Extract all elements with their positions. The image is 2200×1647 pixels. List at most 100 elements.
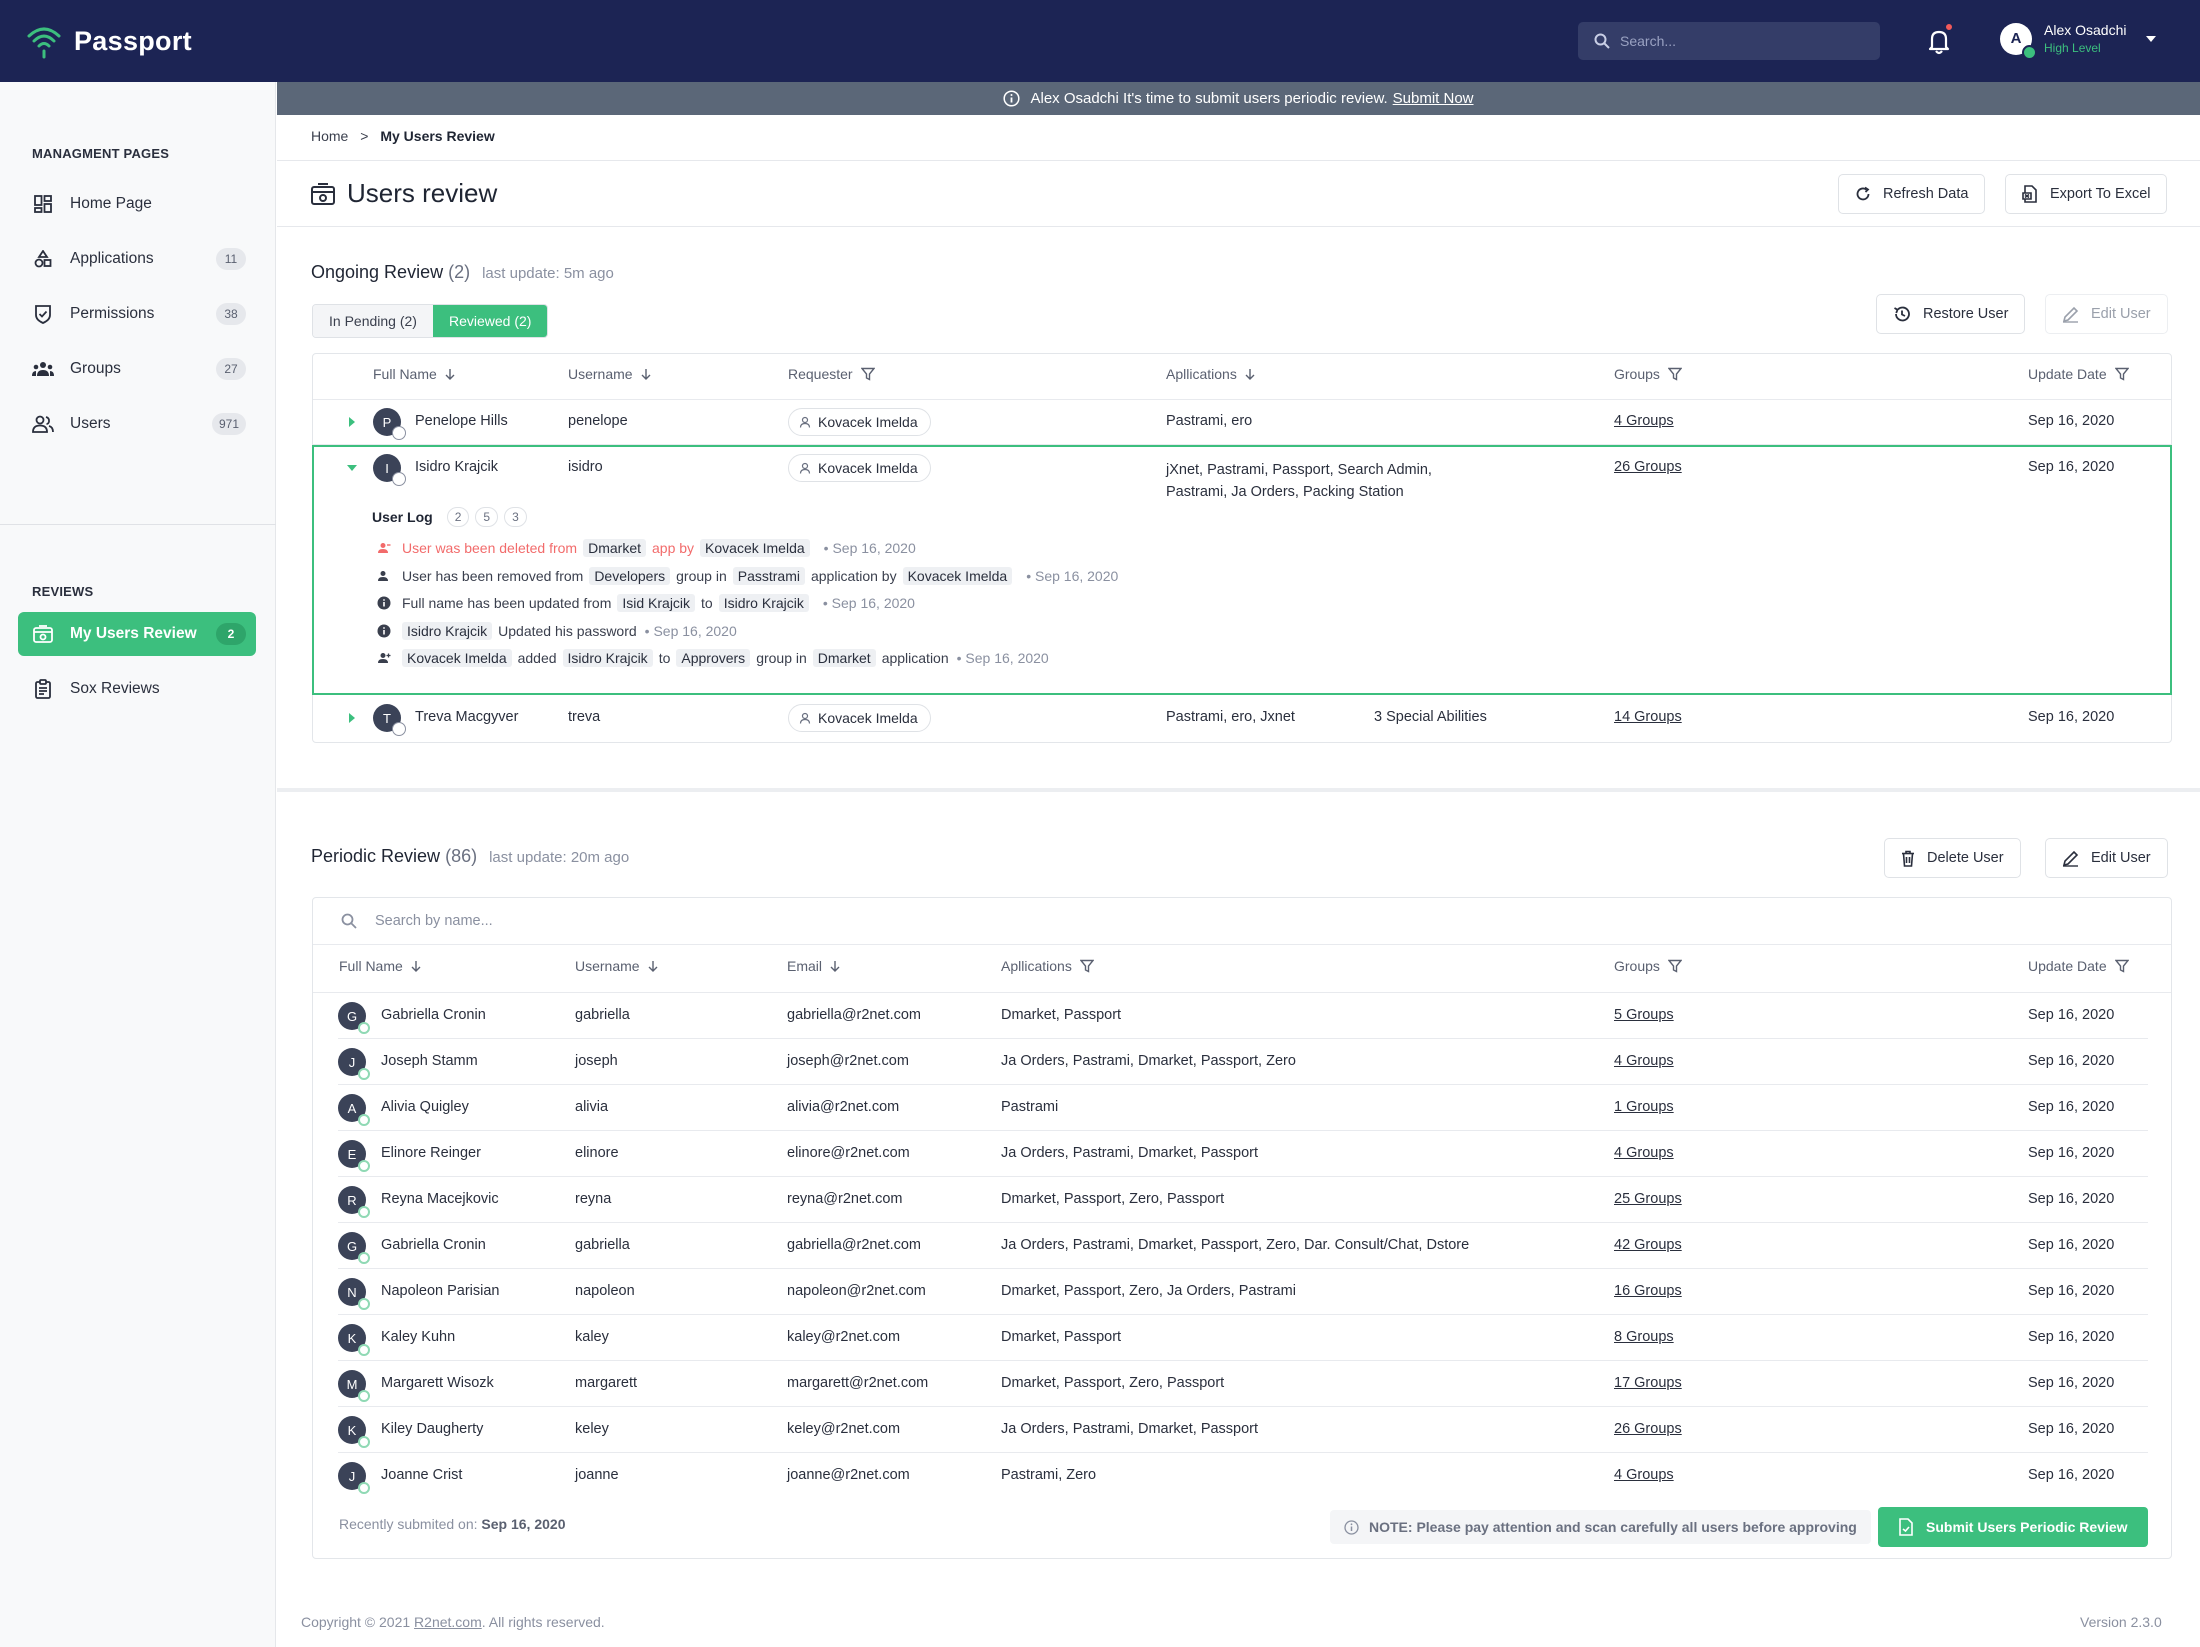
table-search-input[interactable]: Search by name... — [313, 898, 2171, 945]
col-requester[interactable]: Requester — [788, 366, 875, 382]
user-add-icon — [376, 652, 392, 664]
avatar: A — [2000, 22, 2037, 60]
user-icon — [799, 712, 811, 724]
avatar: K — [338, 1416, 370, 1448]
groups-link[interactable]: 8 Groups — [1614, 1329, 1674, 1345]
table-row[interactable]: A Alivia Quigley alivia alivia@r2net.com Pas… — [338, 1085, 2148, 1131]
sidebar-item-applications[interactable]: Applications 11 — [18, 237, 256, 281]
full-name: Margarett Wisozk — [381, 1375, 494, 1391]
edit-user-button-disabled[interactable]: Edit User — [2045, 294, 2168, 334]
groups-link[interactable]: 14 Groups — [1614, 709, 1682, 725]
table-row[interactable]: E Elinore Reinger elinore elinore@r2net.com… — [338, 1131, 2148, 1177]
submit-periodic-review-button[interactable]: Submit Users Periodic Review — [1878, 1507, 2148, 1547]
update-date: Sep 16, 2020 — [2028, 459, 2115, 475]
groups-link[interactable]: 4 Groups — [1614, 413, 1674, 429]
breadcrumb-home[interactable]: Home — [311, 128, 349, 144]
table-row[interactable]: T Treva Macgyver treva Kovacek Imelda Pa… — [313, 695, 2171, 741]
submit-now-link[interactable]: Submit Now — [1392, 90, 1474, 107]
table-row[interactable]: R Reyna Macejkovic reyna reyna@r2net.com Dma… — [338, 1177, 2148, 1223]
groups-link[interactable]: 4 Groups — [1614, 1467, 1674, 1483]
refresh-data-button[interactable]: Refresh Data — [1838, 174, 1986, 214]
table-row[interactable]: G Gabriella Cronin gabriella gabriella@r2ne… — [338, 993, 2148, 1039]
page-title: Users review — [311, 178, 497, 209]
filter-icon — [2114, 959, 2129, 973]
restore-user-button[interactable]: Restore User — [1876, 294, 2026, 334]
col-groups[interactable]: Groups — [1614, 366, 1682, 382]
email: joseph@r2net.com — [787, 1053, 909, 1069]
review-icon — [32, 623, 54, 645]
sidebar-item-my-users-review[interactable]: My Users Review 2 — [18, 612, 256, 656]
sidebar-item-groups[interactable]: Groups 27 — [18, 347, 256, 391]
collapse-icon[interactable] — [347, 465, 357, 471]
table-row[interactable]: K Kaley Kuhn kaley kaley@r2net.com Dmarket, … — [338, 1315, 2148, 1361]
groups-link[interactable]: 5 Groups — [1614, 1007, 1674, 1023]
table-row[interactable]: G Gabriella Cronin gabriella gabriella@r2ne… — [338, 1223, 2148, 1269]
col-groups[interactable]: Groups — [1614, 958, 1682, 974]
search-input[interactable]: Search... — [1578, 22, 1880, 60]
top-bar: Passport Search... A Alex Osadchi High L… — [0, 0, 2200, 82]
col-full-name[interactable]: Full Name — [373, 366, 455, 382]
sidebar-item-home[interactable]: Home Page — [18, 182, 256, 226]
table-row[interactable]: M Margarett Wisozk margarett margarett@r2ne… — [338, 1361, 2148, 1407]
col-update-date[interactable]: Update Date — [2028, 366, 2129, 382]
filter-icon — [860, 367, 875, 381]
grid-icon — [32, 193, 54, 215]
groups-link[interactable]: 25 Groups — [1614, 1191, 1682, 1207]
groups-link[interactable]: 4 Groups — [1614, 1053, 1674, 1069]
col-applications[interactable]: Apllications — [1166, 366, 1255, 382]
r2net-link[interactable]: R2net.com — [414, 1614, 482, 1630]
periodic-review-title: Periodic Review (86) last update: 20m ago — [311, 846, 630, 866]
logo[interactable]: Passport — [26, 23, 192, 59]
filter-icon — [1079, 959, 1094, 973]
table-row[interactable]: P Penelope Hills penelope Kovacek Imelda… — [313, 400, 2171, 445]
groups-link[interactable]: 26 Groups — [1614, 1421, 1682, 1437]
col-username[interactable]: Username — [568, 366, 651, 382]
requester-chip[interactable]: Kovacek Imelda — [788, 408, 931, 436]
groups-link[interactable]: 26 Groups — [1614, 459, 1682, 475]
delete-user-button[interactable]: Delete User — [1884, 838, 2021, 878]
sidebar-item-sox-reviews[interactable]: Sox Reviews — [18, 667, 256, 711]
groups-link[interactable]: 17 Groups — [1614, 1375, 1682, 1391]
sidebar-item-users[interactable]: Users 971 — [18, 402, 256, 446]
expand-icon[interactable] — [349, 713, 355, 723]
export-excel-button[interactable]: Export To Excel — [2005, 174, 2168, 214]
sidebar: MANAGMENT PAGES Home Page Applications 1… — [0, 82, 276, 1647]
groups-link[interactable]: 1 Groups — [1614, 1099, 1674, 1115]
update-date: Sep 16, 2020 — [2028, 1145, 2115, 1161]
notifications-button[interactable] — [1920, 22, 1958, 60]
update-date: Sep 16, 2020 — [2028, 1237, 2115, 1253]
tab-reviewed[interactable]: Reviewed (2) — [432, 305, 548, 337]
groups-link[interactable]: 4 Groups — [1614, 1145, 1674, 1161]
col-email[interactable]: Email — [787, 958, 840, 974]
groups-link[interactable]: 16 Groups — [1614, 1283, 1682, 1299]
col-username[interactable]: Username — [575, 958, 658, 974]
sidebar-item-permissions[interactable]: Permissions 38 — [18, 292, 256, 336]
update-date: Sep 16, 2020 — [2028, 1007, 2115, 1023]
requester-chip[interactable]: Kovacek Imelda — [788, 704, 931, 732]
requester-chip[interactable]: Kovacek Imelda — [788, 454, 931, 482]
user-menu[interactable]: A Alex Osadchi High Level — [2000, 22, 2157, 60]
applications: Ja Orders, Pastrami, Dmarket, Passport — [1001, 1421, 1259, 1437]
groups-icon — [32, 358, 54, 380]
table-row-expanded[interactable]: I Isidro Krajcik isidro Kovacek Imelda j… — [312, 445, 2172, 695]
table-row[interactable]: K Kiley Daugherty keley keley@r2net.com Ja O… — [338, 1407, 2148, 1453]
avatar: G — [338, 1232, 370, 1264]
full-name: Gabriella Cronin — [381, 1007, 486, 1023]
table-row[interactable]: N Napoleon Parisian napoleon napoleon@r2net… — [338, 1269, 2148, 1315]
version: Version 2.3.0 — [2080, 1614, 2162, 1630]
username: reyna — [575, 1191, 612, 1207]
applications: Dmarket, Passport — [1001, 1329, 1122, 1345]
col-applications[interactable]: Apllications — [1001, 958, 1094, 974]
expand-icon[interactable] — [349, 417, 355, 427]
tab-in-pending[interactable]: In Pending (2) — [313, 305, 433, 337]
col-full-name[interactable]: Full Name — [339, 958, 421, 974]
edit-user-button[interactable]: Edit User — [2045, 838, 2168, 878]
groups-link[interactable]: 42 Groups — [1614, 1237, 1682, 1253]
log-entry: User was been deleted from Dmarket app by K… — [376, 539, 916, 557]
search-icon — [1594, 33, 1610, 49]
user-log-header: User Log 2 5 3 — [372, 507, 527, 527]
table-row[interactable]: J Joseph Stamm joseph joseph@r2net.com Ja Or… — [338, 1039, 2148, 1085]
table-row[interactable]: J Joanne Crist joanne joanne@r2net.com Pastr… — [338, 1453, 2148, 1499]
search-placeholder: Search... — [1620, 33, 1677, 49]
col-update-date[interactable]: Update Date — [2028, 958, 2129, 974]
